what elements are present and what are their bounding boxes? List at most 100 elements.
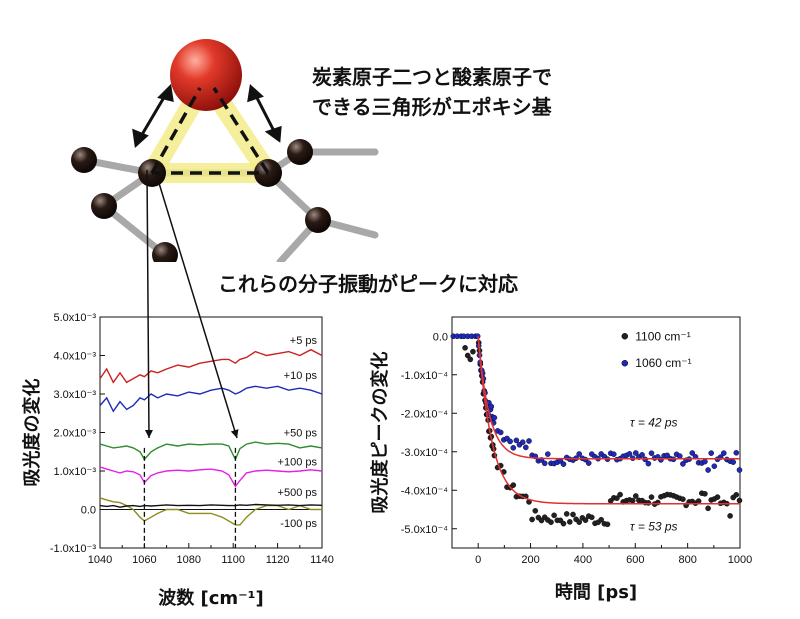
data-point-1100 [548,519,554,526]
x-tick-label: 1120 [266,554,290,566]
connector-arrowhead [144,429,153,438]
data-point-1060 [633,450,639,456]
spectrum-chart: 1040 1060 1080 1100 1120 1140 -1.0x10⁻³ 0.0 1.0x… [21,312,334,609]
data-point-1060 [545,451,551,457]
data-point-1100 [633,493,639,499]
series-label: +50 ps [284,428,318,440]
data-point-1060 [541,460,548,467]
data-point-1100 [705,505,711,512]
data-point-1060 [576,451,583,457]
data-point-1100 [727,513,733,519]
data-point-1060 [497,429,504,436]
data-point-1060 [733,449,740,456]
data-point-1060 [702,458,708,465]
data-point-1060 [708,450,715,456]
y-tick-label: -1.0x10⁻³ [50,543,96,555]
data-point-1060 [730,459,737,465]
data-point-1100 [462,344,468,351]
x-tick-label: 800 [678,554,696,566]
data-point-1100 [563,511,570,517]
data-point-1100 [529,516,535,523]
data-point-1060 [491,414,498,421]
data-point-1060 [560,461,567,467]
x-tick-label: 1100 [221,554,245,566]
data-point-1060 [680,461,686,467]
carbon-atom [91,193,117,219]
x-tick-label: 1080 [177,554,201,566]
y-axis-label: 吸光度の変化 [21,379,43,487]
data-point-1100 [645,500,652,506]
series-label: -100 ps [280,518,317,530]
y-tick-label: -1.0x10⁻⁴ [401,370,448,382]
y-tick-label: -2.0x10⁻⁴ [401,408,448,420]
data-point-1060 [611,451,617,458]
connector-arrowhead [230,429,239,438]
y-tick-label: 3.0x10⁻³ [54,389,97,401]
tau-label-1060: τ = 42 ps [630,416,678,430]
x-tick-label: 1140 [310,554,334,566]
data-point-1060 [526,438,532,444]
x-tick-label: 200 [521,554,539,566]
series-line-5ps [99,348,323,384]
x-axis-label: 時間 [ps] [555,582,637,603]
data-point-1100 [629,497,636,504]
x-tick-label: 600 [626,554,644,566]
data-point-1060 [507,438,513,445]
y-tick-label: -3.0x10⁻⁴ [401,447,448,459]
oxygen-atom [170,39,242,111]
y-tick-label: 4.0x10⁻³ [54,351,97,363]
y-tick-label: 5.0x10⁻³ [54,312,97,324]
series-line-50ps [99,441,323,462]
carbon-atom [287,139,313,165]
data-point-1060 [510,444,517,451]
data-point-1060 [585,460,592,466]
data-point-1060 [519,439,526,446]
data-point-1060 [721,450,727,456]
connector-arrow [146,169,150,439]
series-line-100ps [99,503,323,508]
series-line-100ps [99,466,323,488]
x-tick-label: 400 [574,554,592,566]
data-point-1100 [570,511,576,518]
data-point-1100 [702,490,708,497]
data-point-1100 [567,519,573,525]
data-point-1100 [467,356,474,363]
data-point-1100 [464,352,471,359]
data-point-1060 [677,453,683,459]
fit-curve [477,336,740,505]
y-tick-label: -4.0x10⁻⁴ [401,485,448,497]
data-point-1100 [576,519,583,525]
y-tick-label: 0.0 [81,505,96,517]
legend-label-1100: 1100 cm⁻¹ [635,329,690,343]
series-line-10ps [99,385,323,413]
series-label: +500 ps [278,487,318,499]
x-axis-label: 波数 [cm⁻¹] [158,587,264,609]
x-tick-label: 1060 [132,554,156,566]
series-label: +100 ps [278,456,318,468]
data-point-1060 [736,467,743,473]
data-point-1100 [470,348,476,355]
data-point-1100 [551,512,557,519]
carbon-atom [71,147,97,173]
y-axis-label: 吸光度ピークの変化 [369,352,391,514]
kinetics-chart: 0 200 400 600 800 1000 0.0 -1.0x10⁻⁴ -2.0x10⁻⁴ -3… [369,316,752,603]
x-tick-label: 1000 [728,554,752,566]
legend-label-1060: 1060 cm⁻¹ [635,356,691,370]
data-point-1100 [733,491,740,498]
carbon-atom [152,242,178,262]
kinetics-plot-frame [451,316,741,549]
data-point-1060 [639,452,645,458]
data-point-1100 [604,521,611,528]
data-point-1100 [589,514,595,521]
data-point-1060 [513,437,520,444]
y-tick-label: 1.0x10⁻³ [54,466,97,478]
data-point-1100 [617,491,623,498]
data-point-1100 [582,517,589,524]
data-point-1060 [705,467,711,473]
carbon-atom [305,207,331,233]
series-label: +5 ps [290,335,318,347]
data-point-1060 [689,450,696,456]
data-point-1100 [614,495,620,502]
vibration-caption: これらの分子振動がピークに対応 [218,272,518,296]
